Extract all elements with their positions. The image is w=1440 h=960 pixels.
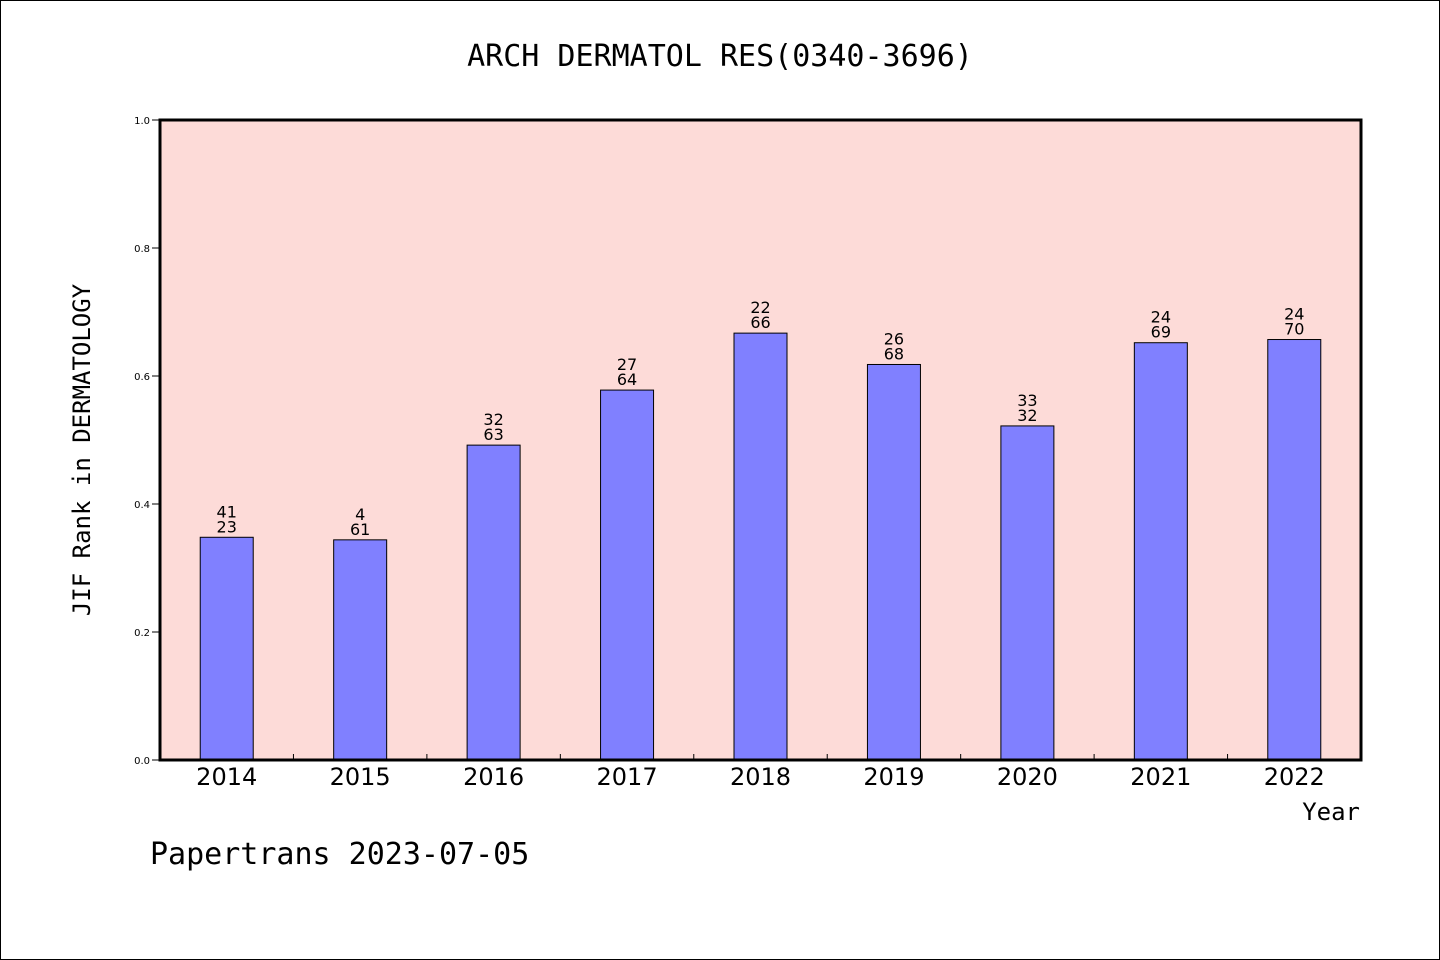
bar-total-label: 63 [483, 425, 503, 444]
y-tick-label: 0.6 [134, 372, 150, 383]
bar-2014 [199, 536, 254, 761]
x-axis-ticks: 2014 2015 2016 2017 2018 2019 2020 2021 2022 [196, 754, 1325, 791]
bar-total-label: 64 [617, 370, 637, 389]
bar-rank-label: 27 [617, 355, 637, 374]
bar-2015 [333, 539, 388, 761]
bar-rank-label: 41 [217, 502, 237, 521]
x-tick-label: 2018 [730, 763, 791, 791]
bar-2017 [600, 389, 655, 761]
chart-title: ARCH DERMATOL RES(0340-3696) [467, 39, 973, 74]
bar-total-label: 68 [884, 344, 904, 363]
bar-total-label: 69 [1151, 323, 1171, 342]
plot-border [158, 118, 1363, 762]
x-tick-label: 2020 [997, 763, 1058, 791]
x-tick-label: 2019 [863, 763, 924, 791]
bar-rank-label: 4 [355, 505, 365, 524]
x-tick-label: 2022 [1264, 763, 1325, 791]
bar-total-label: 61 [350, 520, 370, 539]
bar-2020 [1000, 425, 1055, 761]
y-tick-label: 0.8 [134, 244, 150, 255]
bar-2021 [1133, 342, 1188, 761]
bar-2018 [733, 332, 788, 761]
y-tick-label: 0.2 [134, 628, 150, 639]
bar-rank-label: 32 [483, 410, 503, 429]
x-tick-label: 2014 [196, 763, 257, 791]
bar-rank-label: 22 [750, 298, 770, 317]
y-tick-label: 0.0 [134, 756, 150, 767]
y-axis-label: JIF Rank in DERMATOLOGY [68, 283, 96, 616]
x-tick-label: 2015 [330, 763, 391, 791]
y-tick-label: 1.0 [134, 116, 150, 127]
x-tick-label: 2016 [463, 763, 524, 791]
bar-rank-label: 33 [1017, 391, 1037, 410]
bar-2019 [866, 363, 921, 761]
bar-total-label: 70 [1284, 320, 1304, 339]
bar-rank-label: 24 [1151, 308, 1171, 327]
bar-rank-label: 24 [1284, 305, 1304, 324]
x-tick-label: 2017 [597, 763, 658, 791]
bar-total-label: 32 [1017, 406, 1037, 425]
bar-rank-label: 26 [884, 329, 904, 348]
x-tick-label: 2021 [1130, 763, 1191, 791]
x-axis-label: Year [1302, 798, 1360, 826]
footer-credit: Papertrans 2023-07-05 [150, 837, 529, 872]
bar-total-label: 66 [750, 313, 770, 332]
y-tick-label: 0.4 [134, 500, 150, 511]
bar-2022 [1267, 339, 1322, 761]
y-axis-ticks: 0.0 0.2 0.4 0.6 0.8 1.0 [134, 116, 160, 767]
bar-total-label: 23 [217, 517, 237, 536]
bar-2016 [466, 444, 521, 761]
